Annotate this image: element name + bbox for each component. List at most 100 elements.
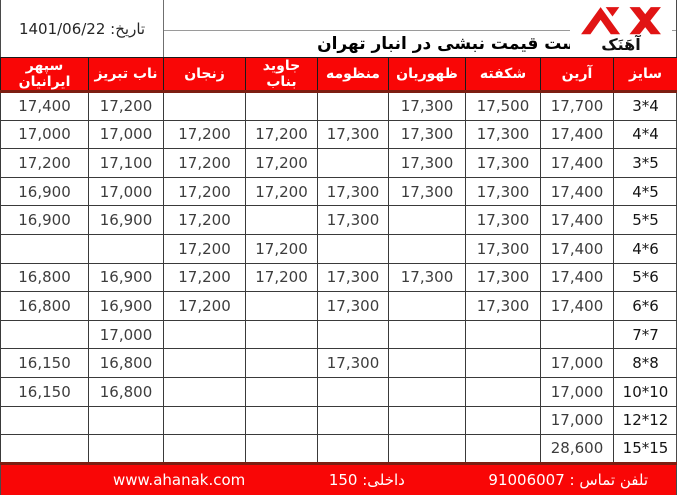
price-cell: 17,400 [540,233,614,264]
price-cell [388,291,466,321]
price-cell [317,148,389,178]
title-divider-line [164,0,676,31]
price-cell: 17,300 [465,148,541,178]
price-cell [317,233,389,264]
price-cell: 17,000 [88,119,164,150]
price-cell: 17,200 [88,91,164,121]
price-cell: 17,400 [540,205,614,235]
price-cell [88,233,164,264]
price-cell: 16,800 [0,291,89,321]
price-cell [245,319,318,350]
footer-bar: تلفن تماس : 91006007 داخلی: 150 www.ahan… [1,464,676,495]
price-cell: 17,300 [388,91,466,121]
price-cell [465,376,541,407]
size-cell: 8*8 [613,348,677,378]
price-cell: 17,000 [88,176,164,207]
price-cell: 17,300 [388,262,466,293]
top-bar: تاریخ: 1401/06/22 لیست قیمت نبشی در انبا… [1,0,676,57]
price-cell [465,434,541,465]
price-cell: 17,200 [0,148,89,178]
price-cell: 16,900 [88,262,164,293]
price-cell: 17,300 [388,176,466,207]
column-header-5: جاوید بناب [245,57,318,93]
table-row: 12*12 17,000 [0,405,677,436]
price-cell [245,434,318,465]
price-table: سایز آرین شکفته ظهوریان منظومه جاوید بناب زنجا… [0,57,677,465]
size-cell: 5*3 [613,148,677,178]
price-cell [388,376,466,407]
price-cell [163,376,246,407]
column-header-6: زنجان [163,57,246,93]
price-cell [317,405,389,436]
price-cell [245,91,318,121]
price-cell: 17,300 [317,348,389,378]
price-cell [163,319,246,350]
size-cell: 12*12 [613,405,677,436]
column-header-2: شکفته [465,57,541,93]
table-row: 5*3 17,400 17,300 17,300 17,200 17,200 17,100 1… [0,148,677,178]
website-link[interactable]: www.ahanak.com [113,470,246,489]
price-cell [317,319,389,350]
price-cell: 17,300 [317,291,389,321]
size-cell: 6*6 [613,291,677,321]
price-cell [388,405,466,436]
price-cell [0,319,89,350]
price-cell: 16,800 [88,376,164,407]
price-cell [388,348,466,378]
price-cell [245,376,318,407]
price-cell: 17,000 [540,348,614,378]
price-cell [163,434,246,465]
price-cell: 17,200 [163,119,246,150]
table-header-row: سایز آرین شکفته ظهوریان منظومه جاوید بناب زنجا… [0,57,677,93]
price-cell: 17,400 [540,291,614,321]
title-region: لیست قیمت نبشی در انبار تهران آهَنَک [164,0,676,57]
price-cell: 16,150 [0,376,89,407]
price-cell: 28,600 [540,434,614,465]
price-cell: 17,300 [317,262,389,293]
price-cell: 17,200 [163,233,246,264]
price-cell: 16,150 [0,348,89,378]
date-cell: تاریخ: 1401/06/22 [1,0,164,57]
phone-text: تلفن تماس : 91006007 [488,470,648,489]
price-cell: 17,400 [540,148,614,178]
ahanak-logo-icon [581,7,661,35]
price-cell: 17,000 [540,405,614,436]
price-cell: 17,200 [245,262,318,293]
table-row: 5*5 17,400 17,300 17,300 17,200 16,900 16,900 [0,205,677,235]
price-cell [163,405,246,436]
price-cell: 17,000 [0,119,89,150]
price-cell [317,376,389,407]
price-cell: 16,900 [0,176,89,207]
price-cell: 17,200 [163,262,246,293]
price-cell: 17,200 [245,148,318,178]
price-cell: 17,300 [465,291,541,321]
price-cell: 16,900 [88,205,164,235]
price-cell [388,205,466,235]
price-cell [0,233,89,264]
price-cell: 17,500 [465,91,541,121]
table-row: 7*7 17,000 [0,319,677,350]
price-cell: 17,300 [388,119,466,150]
price-cell [317,434,389,465]
table-row: 6*5 17,400 17,300 17,300 17,300 17,200 17,200 1… [0,262,677,293]
column-header-3: ظهوریان [388,57,466,93]
price-cell [245,291,318,321]
table-row: 6*4 17,400 17,300 17,200 17,200 [0,233,677,264]
price-cell [465,348,541,378]
price-cell [0,405,89,436]
price-cell: 17,300 [388,148,466,178]
size-cell: 7*7 [613,319,677,350]
price-cell: 17,100 [88,148,164,178]
table-row: 8*8 17,000 17,300 16,800 16,150 [0,348,677,378]
price-cell: 17,200 [245,233,318,264]
size-cell: 4*4 [613,119,677,150]
price-cell: 17,300 [465,233,541,264]
table-row: 5*4 17,400 17,300 17,300 17,300 17,200 17,200 1… [0,176,677,207]
price-cell [163,348,246,378]
price-cell: 17,700 [540,91,614,121]
table-row: 6*6 17,400 17,300 17,300 17,200 16,900 16,800 [0,291,677,321]
price-cell [88,405,164,436]
date-text: تاریخ: 1401/06/22 [18,19,146,38]
table-row: 4*3 17,700 17,500 17,300 17,200 17,400 [0,91,677,121]
